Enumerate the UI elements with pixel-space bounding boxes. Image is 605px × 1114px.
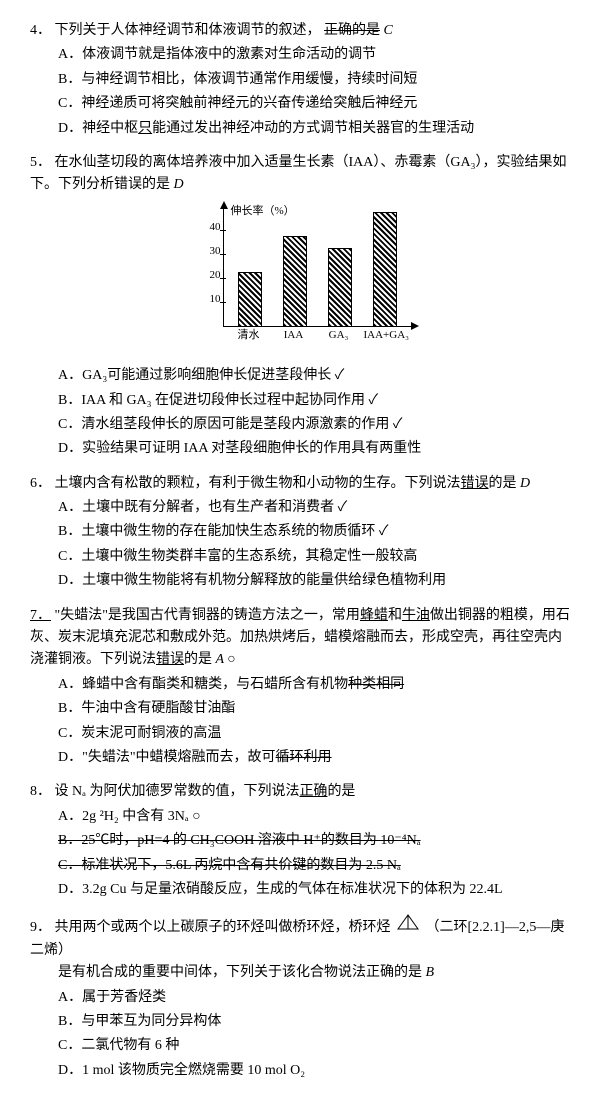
q7-stem: 7． "失蜡法"是我国古代青铜器的铸造方法之一，常用蜂蜡和牛油做出铜器的粗模，用… [30, 605, 575, 672]
q4-stem-strike: 正确的是 [324, 23, 380, 38]
q6-stem: 6． 土壤内含有松散的颗粒，有利于微生物和小动物的生存。下列说法错误的是 D [30, 473, 575, 495]
q6-opt-a: A．土壤中既有分解者，也有生产者和消费者 ✓ [58, 497, 575, 519]
chart-bar [283, 236, 307, 327]
q9-stem-3: 是有机合成的重要中间体，下列关于该化合物说法正确的是 [58, 965, 422, 980]
q7-opt-a-pre: A．蜂蜡中含有酯类和糖类，与石蜡所含有机物 [58, 677, 348, 692]
y-tick-label: 10 [201, 291, 221, 309]
q5-annotation: D [174, 177, 184, 192]
q9-stem-1: 共用两个或两个以上碳原子的环烃叫做桥环烃，桥环烃 [55, 920, 391, 935]
q6-annotation: D [520, 476, 530, 491]
q8-stem-post: 的是 [327, 784, 355, 799]
question-7: 7． "失蜡法"是我国古代青铜器的铸造方法之一，常用蜂蜡和牛油做出铜器的粗模，用… [30, 605, 575, 770]
y-tick-label: 30 [201, 243, 221, 261]
q8-opt-a: A．2g ²H₂ 中含有 3Nₐ ○ [58, 806, 575, 828]
q5-options: A．GA₃可能通过影响细胞伸长促进茎段伸长 ✓ B．IAA 和 GA₃ 在促进切… [58, 365, 575, 461]
q9-opt-a: A．属于芳香烃类 [58, 987, 575, 1009]
question-4: 4． 下列关于人体神经调节和体液调节的叙述， 正确的是 C A．体液调节就是指体… [30, 20, 575, 140]
y-axis [223, 207, 224, 327]
q7-opt-d: D．"失蜡法"中蜡模熔融而去，故可循环利用 [58, 747, 575, 769]
q7-annotation: A ○ [216, 652, 236, 667]
q8-stem-u: 正确 [299, 784, 327, 799]
x-tick-label: IAA [274, 327, 314, 345]
question-5: 5． 在水仙茎切段的离体培养液中加入适量生长素（IAA）、赤霉素（GA₃），实验… [30, 152, 575, 461]
q5-opt-a: A．GA₃可能通过影响细胞伸长促进茎段伸长 ✓ [58, 365, 575, 387]
q7-opt-a: A．蜂蜡中含有酯类和糖类，与石蜡所含有机物种类相同 [58, 674, 575, 696]
q4-stem-text: 下列关于人体神经调节和体液调节的叙述， [55, 23, 321, 38]
chart-bar [373, 212, 397, 327]
q5-stem-text: 在水仙茎切段的离体培养液中加入适量生长素（IAA）、赤霉素（GA₃），实验结果如… [30, 155, 566, 192]
q7-stem-u1: 蜂蜡 [360, 608, 388, 623]
q8-num: 8． [30, 784, 51, 799]
q7-opt-a-strike: 种类相同 [348, 677, 404, 692]
y-axis-arrow-icon [220, 201, 228, 209]
q7-stem-u3: 错误 [156, 652, 184, 667]
q5-chart-container: 伸长率（%） 10203040清水IAAGA₃IAA+GA₃ [30, 207, 575, 355]
q4-opt-d-post: 能通过发出神经冲动的方式调节相关器官的生理活动 [152, 121, 474, 136]
q7-stem-4: 的是 [184, 652, 212, 667]
y-tick-label: 20 [201, 267, 221, 285]
q6-stem-u: 错误 [461, 476, 489, 491]
question-8: 8． 设 Nₐ 为阿伏加德罗常数的值，下列说法正确的是 A．2g ²H₂ 中含有… [30, 781, 575, 901]
q9-opt-b: B．与甲苯互为同分异构体 [58, 1011, 575, 1033]
q4-opt-d-u: 只 [138, 121, 152, 136]
q9-annotation: B [426, 965, 435, 980]
q9-opt-d: D．1 mol 该物质完全燃烧需要 10 mol O₂ [58, 1060, 575, 1082]
q4-num: 4． [30, 23, 51, 38]
q6-stem-post: 的是 [489, 476, 517, 491]
q6-num: 6． [30, 476, 51, 491]
y-axis-label: 伸长率（%） [231, 203, 295, 221]
x-tick-label: 清水 [229, 327, 269, 345]
q5-num: 5． [30, 155, 51, 170]
q4-annotation: C [384, 23, 393, 38]
x-tick-label: GA₃ [319, 327, 359, 345]
q7-opt-d-pre: D．"失蜡法"中蜡模熔融而去，故可 [58, 750, 276, 765]
y-tick-label: 40 [201, 219, 221, 237]
q8-options: A．2g ²H₂ 中含有 3Nₐ ○ B．25℃时，pH=4 的 CH₃COOH… [58, 806, 575, 902]
q7-opt-b: B．牛油中含有硬脂酸甘油酯 [58, 698, 575, 720]
q8-opt-c: C．标准状况下，5.6L 丙烷中含有共价键的数目为 2.5 Nₐ [58, 855, 575, 877]
q7-options: A．蜂蜡中含有酯类和糖类，与石蜡所含有机物种类相同 B．牛油中含有硬脂酸甘油酯 … [58, 674, 575, 770]
q4-opt-b: B．与神经调节相比，体液调节通常作用缓慢，持续时间短 [58, 69, 575, 91]
question-6: 6． 土壤内含有松散的颗粒，有利于微生物和小动物的生存。下列说法错误的是 D A… [30, 473, 575, 593]
q9-stem: 9． 共用两个或两个以上碳原子的环烃叫做桥环烃，桥环烃 （二环[2.2.1]—2… [30, 913, 575, 984]
q9-opt-c: C．二氯代物有 6 种 [58, 1035, 575, 1057]
q8-stem: 8． 设 Nₐ 为阿伏加德罗常数的值，下列说法正确的是 [30, 781, 575, 803]
q4-opt-a: A．体液调节就是指体液中的激素对生命活动的调节 [58, 44, 575, 66]
q5-opt-d: D．实验结果可证明 IAA 对茎段细胞伸长的作用具有两重性 [58, 438, 575, 460]
x-axis-arrow-icon [411, 322, 419, 330]
q5-opt-b: B．IAA 和 GA₃ 在促进切段伸长过程中起协同作用 ✓ [58, 390, 575, 412]
q5-opt-c: C．清水组茎段伸长的原因可能是茎段内源激素的作用 ✓ [58, 414, 575, 436]
q5-stem: 5． 在水仙茎切段的离体培养液中加入适量生长素（IAA）、赤霉素（GA₃），实验… [30, 152, 575, 197]
bar-chart: 伸长率（%） 10203040清水IAAGA₃IAA+GA₃ [193, 207, 413, 347]
q7-stem-u2: 牛油 [402, 608, 430, 623]
q7-opt-d-strike: 循环利用 [276, 750, 332, 765]
q4-opt-c: C．神经递质可将突触前神经元的兴奋传递给突触后神经元 [58, 93, 575, 115]
structure-icon [394, 913, 422, 940]
x-tick-label: IAA+GA₃ [364, 327, 404, 345]
q7-stem-2: 和 [388, 608, 402, 623]
q7-num: 7． [30, 608, 51, 623]
q7-opt-c: C．炭末泥可耐铜液的高温 [58, 723, 575, 745]
q4-opt-d-pre: D．神经中枢 [58, 121, 138, 136]
q6-options: A．土壤中既有分解者，也有生产者和消费者 ✓ B．土壤中微生物的存在能加快生态系… [58, 497, 575, 593]
q9-num: 9． [30, 920, 51, 935]
chart-bar [328, 248, 352, 327]
q6-opt-b: B．土壤中微生物的存在能加快生态系统的物质循环 ✓ [58, 521, 575, 543]
q8-opt-b: B．25℃时，pH=4 的 CH₃COOH 溶液中 H⁺的数目为 10⁻⁴Nₐ [58, 830, 575, 852]
q6-stem-text: 土壤内含有松散的颗粒，有利于微生物和小动物的生存。下列说法 [55, 476, 461, 491]
q9-options: A．属于芳香烃类 B．与甲苯互为同分异构体 C．二氯代物有 6 种 D．1 mo… [58, 987, 575, 1083]
q4-stem: 4． 下列关于人体神经调节和体液调节的叙述， 正确的是 C [30, 20, 575, 42]
q6-opt-c: C．土壤中微生物类群丰富的生态系统，其稳定性一般较高 [58, 546, 575, 568]
question-9: 9． 共用两个或两个以上碳原子的环烃叫做桥环烃，桥环烃 （二环[2.2.1]—2… [30, 913, 575, 1082]
chart-bar [238, 272, 262, 327]
q7-stem-1: "失蜡法"是我国古代青铜器的铸造方法之一，常用 [55, 608, 360, 623]
q8-stem-text: 设 Nₐ 为阿伏加德罗常数的值，下列说法 [55, 784, 300, 799]
q8-opt-d: D．3.2g Cu 与足量浓硝酸反应，生成的气体在标准状况下的体积为 22.4L [58, 879, 575, 901]
q4-options: A．体液调节就是指体液中的激素对生命活动的调节 B．与神经调节相比，体液调节通常… [58, 44, 575, 140]
q6-opt-d: D．土壤中微生物能将有机物分解释放的能量供给绿色植物利用 [58, 570, 575, 592]
q4-opt-d: D．神经中枢只能通过发出神经冲动的方式调节相关器官的生理活动 [58, 118, 575, 140]
